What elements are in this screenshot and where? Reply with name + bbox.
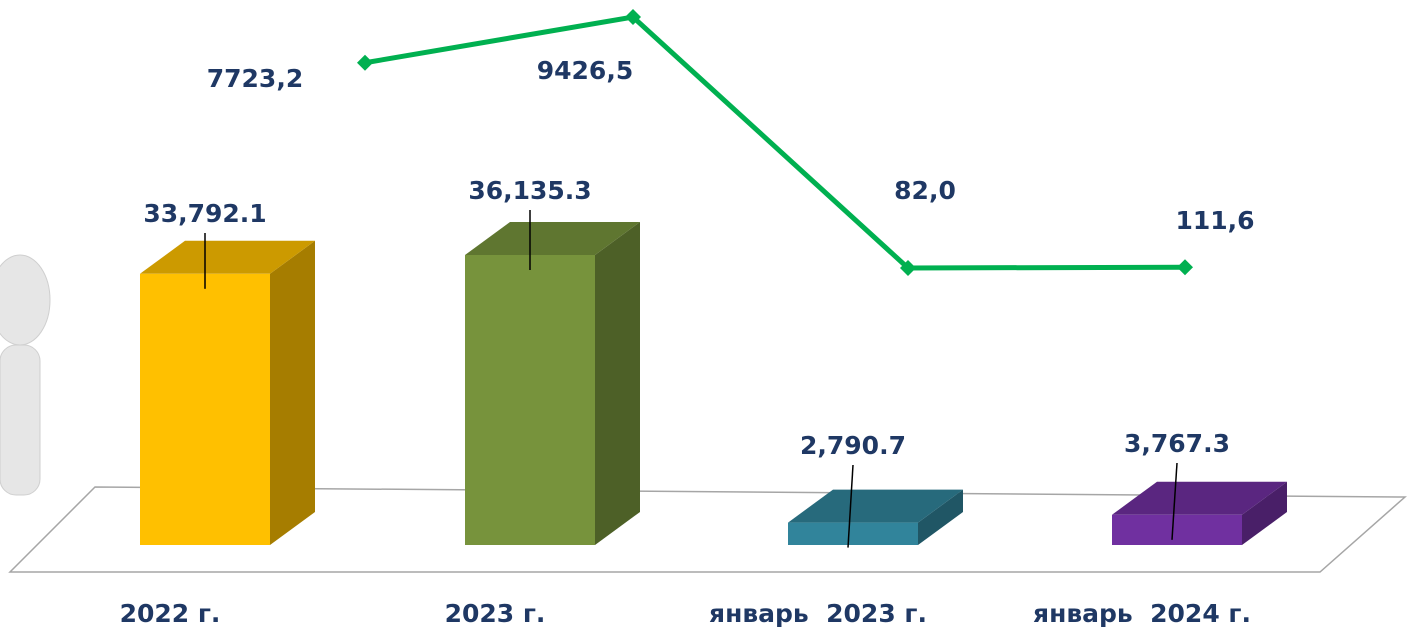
x-tick-label: январь 2023 г. — [709, 599, 927, 628]
value-label: 82,0 — [894, 176, 956, 205]
value-label: 33,792.1 — [143, 199, 266, 228]
bar — [140, 274, 270, 545]
value-label: 36,135.3 — [468, 176, 591, 205]
figure — [0, 255, 50, 495]
line — [365, 17, 1185, 268]
x-tick-label: 2023 г. — [445, 599, 546, 628]
bar-side — [270, 241, 315, 545]
line-marker — [357, 55, 373, 71]
chart: 33,792.1 2022 г. 36,135.3 2023 г. 2,790.7 янв… — [0, 0, 1410, 639]
bar — [465, 255, 595, 545]
value-label: 7723,2 — [207, 64, 303, 93]
value-label: 3,767.3 — [1124, 429, 1230, 458]
value-label: 111,6 — [1175, 206, 1254, 235]
value-label: 2,790.7 — [800, 431, 906, 460]
bar — [788, 523, 918, 545]
bar — [1112, 515, 1242, 545]
bar-side — [595, 222, 640, 545]
value-label: 9426,5 — [537, 56, 633, 85]
x-tick-label: январь 2024 г. — [1033, 599, 1251, 628]
line-marker — [1177, 259, 1193, 275]
x-tick-label: 2022 г. — [120, 599, 221, 628]
